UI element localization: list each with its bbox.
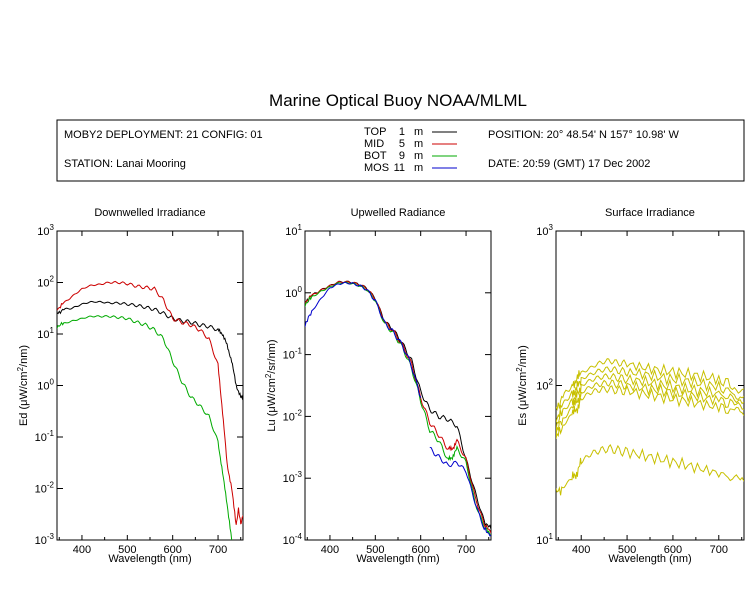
legend-name: MID — [364, 138, 384, 150]
panel-1: Downwelled Irradiance 400 500 600 700 Wavelen… — [16, 207, 244, 565]
legend-depth: 11 — [394, 162, 405, 174]
panel-title: Downwelled Irradiance — [94, 207, 205, 219]
y-tick-label: 10-3 — [35, 532, 55, 547]
x-tick-label: 700 — [457, 544, 475, 556]
y-tick-label: 10-4 — [283, 532, 303, 547]
series-line-mos — [305, 281, 422, 398]
x-tick-label: 400 — [321, 544, 339, 556]
plot-frame — [56, 230, 244, 541]
x-tick-label: 500 — [118, 544, 136, 556]
x-axis-label: Wavelength (nm) — [356, 553, 439, 565]
series-line-mos — [429, 446, 491, 537]
y-tick-label: 103 — [37, 223, 54, 238]
x-axis-label: Wavelength (nm) — [608, 553, 691, 565]
series-line-es — [556, 443, 744, 496]
series-line-top — [57, 300, 243, 401]
header-box — [56, 119, 745, 182]
panel-title: Surface Irradiance — [605, 207, 695, 219]
x-tick-label: 700 — [209, 544, 227, 556]
legend-name: MOS — [364, 162, 389, 174]
y-tick-label: 101 — [285, 223, 302, 238]
y-tick-label: 103 — [536, 223, 553, 238]
y-tick-label: 102 — [37, 275, 54, 290]
legend-unit: m — [414, 162, 423, 174]
x-tick-label: 600 — [412, 544, 430, 556]
legend-name: BOT — [364, 150, 387, 162]
plot-frame — [304, 230, 492, 541]
station-text: STATION: Lanai Mooring — [64, 158, 186, 170]
series-line-mid — [305, 280, 491, 534]
legend-depth: 5 — [399, 138, 405, 150]
y-tick-label: 101 — [37, 326, 54, 341]
series-line-es — [556, 358, 744, 412]
y-axis-label: Lu (μW/cm2/sr/nm) — [264, 339, 278, 431]
series-line-bot — [57, 314, 233, 540]
chart-panels: Downwelled Irradiance 400 500 600 700 Wavelen… — [16, 207, 745, 565]
panel-title: Upwelled Radiance — [351, 207, 446, 219]
legend-unit: m — [414, 150, 423, 162]
series-line-es — [556, 372, 744, 432]
y-tick-label: 100 — [37, 378, 54, 393]
legend-entry-mid: MID 5 m — [364, 138, 457, 150]
panel-3: Surface Irradiance 400 500 600 700 Wavelength… — [515, 207, 745, 565]
legend-unit: m — [414, 138, 423, 150]
x-tick-label: 500 — [618, 544, 636, 556]
position-text: POSITION: 20° 48.54' N 157° 10.98' W — [488, 129, 680, 141]
legend-depth: 9 — [399, 150, 405, 162]
y-tick-label: 100 — [285, 285, 302, 300]
legend-entry-top: TOP 1 m — [364, 126, 457, 138]
legend-entry-mos: MOS 11 m — [364, 162, 457, 174]
x-tick-label: 600 — [664, 544, 682, 556]
x-tick-label: 700 — [710, 544, 728, 556]
x-axis-label: Wavelength (nm) — [108, 553, 191, 565]
y-axis-label: Ed (μW/cm2/nm) — [16, 345, 30, 426]
date-text: DATE: 20:59 (GMT) 17 Dec 2002 — [488, 158, 650, 170]
series-line-bot — [305, 281, 491, 536]
y-tick-label: 10-3 — [283, 470, 303, 485]
x-tick-label: 400 — [73, 544, 91, 556]
legend-name: TOP — [364, 126, 386, 138]
deployment-text: MOBY2 DEPLOYMENT: 21 CONFIG: 01 — [64, 129, 263, 141]
x-tick-label: 400 — [572, 544, 590, 556]
series-line-es — [556, 366, 744, 423]
series-line-es — [556, 379, 744, 437]
legend-unit: m — [414, 126, 423, 138]
figure-title: Marine Optical Buoy NOAA/MLML — [269, 91, 527, 110]
y-tick-label: 10-1 — [35, 429, 55, 444]
y-tick-label: 10-2 — [35, 481, 55, 496]
x-tick-label: 600 — [164, 544, 182, 556]
x-tick-label: 500 — [366, 544, 384, 556]
y-axis-label: Es (μW/cm2/nm) — [515, 345, 529, 425]
y-tick-label: 10-2 — [283, 408, 303, 423]
panel-2: Upwelled Radiance 400 500 600 700 Wavelength … — [264, 207, 492, 565]
y-tick-label: 102 — [536, 378, 553, 393]
series-line-mid — [57, 280, 243, 525]
legend-depth: 1 — [399, 126, 405, 138]
y-tick-label: 101 — [536, 532, 553, 547]
legend-entry-bot: BOT 9 m — [364, 150, 457, 162]
series-line-top — [305, 280, 491, 530]
y-tick-label: 10-1 — [283, 347, 303, 362]
series-line-es — [556, 384, 744, 439]
legend: TOP 1 m MID 5 m BOT 9 m MOS 11 m — [364, 126, 457, 174]
